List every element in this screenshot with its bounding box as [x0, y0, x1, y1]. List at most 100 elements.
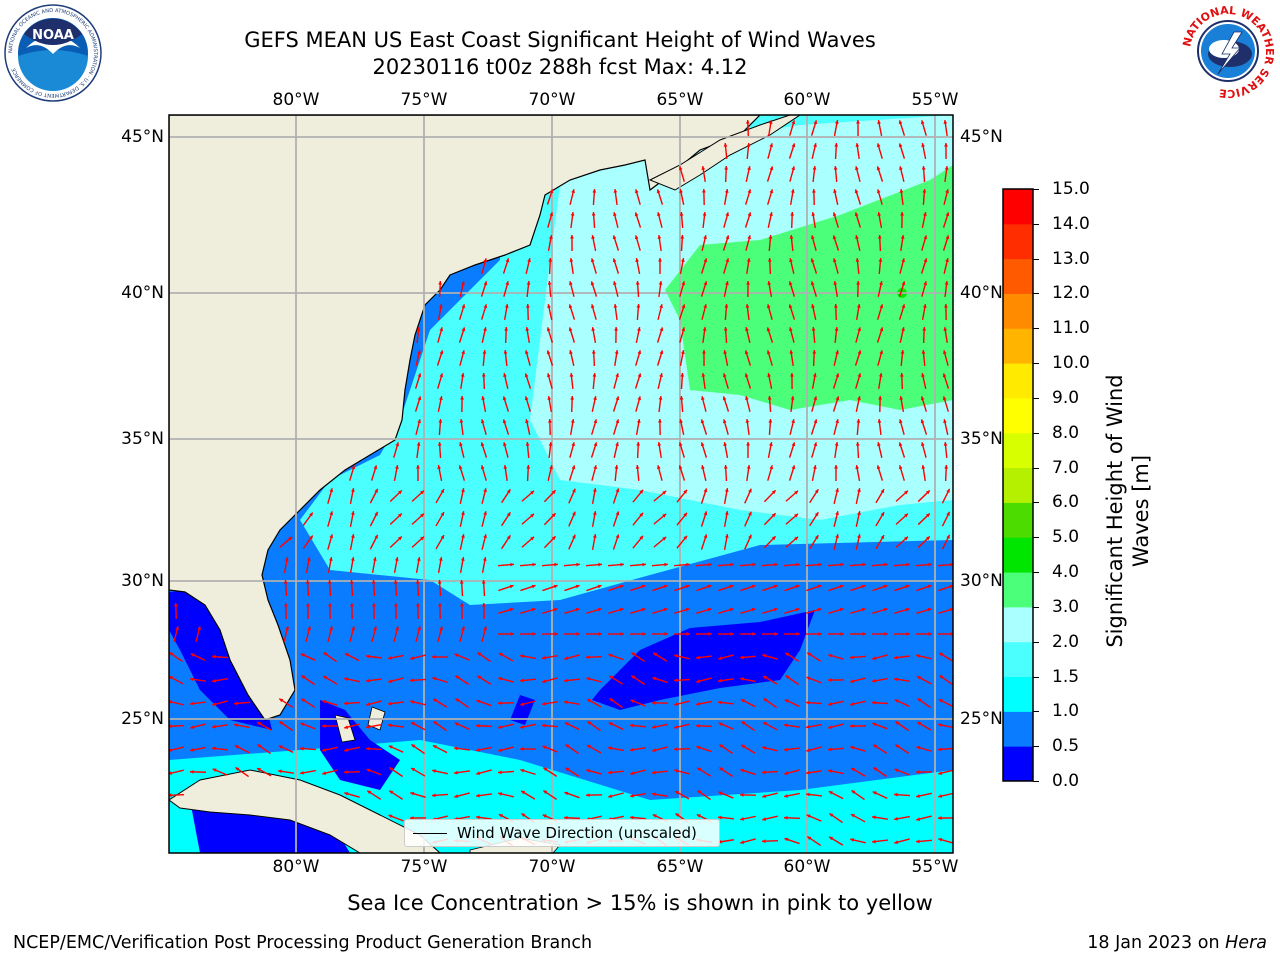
wind-wave-arrowhead — [614, 327, 618, 331]
wind-wave-arrowhead — [553, 584, 558, 589]
wind-wave-arrowhead — [791, 120, 796, 125]
wind-wave-arrowhead — [256, 768, 261, 772]
wind-wave-arrowhead — [531, 607, 536, 612]
wind-wave-arrowhead — [708, 632, 712, 636]
wind-wave-arrowhead — [659, 327, 664, 332]
wind-wave-arrowhead — [921, 166, 926, 170]
wind-wave-arrowhead — [525, 304, 530, 308]
wind-wave-arrowhead — [568, 327, 573, 332]
wind-wave-arrowhead — [944, 143, 948, 147]
wind-wave-arrowhead — [943, 327, 948, 331]
wind-wave-arrowhead — [762, 746, 767, 750]
wind-wave-arrowhead — [916, 676, 921, 680]
wind-wave-arrowhead — [190, 677, 194, 682]
wind-wave-arrowhead — [371, 580, 376, 584]
wind-wave-arrowhead — [212, 746, 216, 751]
wind-wave-arrowhead — [696, 679, 701, 683]
wind-wave-arrowhead — [740, 768, 745, 773]
wind-wave-arrowhead — [791, 143, 796, 148]
wind-wave-arrowhead — [784, 815, 788, 820]
wind-wave-arrowhead — [454, 770, 458, 775]
wind-wave-arrowhead — [921, 465, 926, 469]
wind-wave-arrowhead — [417, 626, 421, 631]
wind-wave-arrowhead — [703, 235, 707, 240]
wind-wave-arrowhead — [524, 396, 529, 401]
wind-wave-arrowhead — [235, 767, 240, 772]
wind-wave-arrowhead — [498, 725, 503, 729]
wind-wave-arrowhead — [696, 655, 700, 660]
wind-wave-arrowhead — [762, 722, 767, 726]
lat-label-left-45n: 45°N — [121, 127, 164, 147]
wind-wave-arrowhead — [810, 281, 815, 286]
wind-wave-arrowhead — [502, 396, 507, 401]
wind-wave-arrowhead — [504, 304, 509, 308]
wind-wave-arrowhead — [880, 535, 885, 540]
wind-wave-arrowhead — [923, 212, 927, 216]
wind-wave-arrowhead — [697, 790, 702, 795]
wind-wave-arrowhead — [439, 373, 444, 378]
wind-wave-arrowhead — [795, 584, 800, 589]
wind-wave-arrowhead — [855, 166, 859, 171]
wind-wave-arrowhead — [636, 304, 641, 308]
wind-wave-arrowhead — [879, 350, 884, 355]
wind-wave-arrowhead — [723, 442, 728, 446]
wind-wave-arrowhead — [817, 607, 822, 612]
wind-wave-arrowhead — [922, 189, 927, 193]
colorbar-segment — [1003, 467, 1033, 503]
wind-wave-arrowhead — [806, 724, 810, 729]
lat-label-left-35n: 35°N — [121, 429, 164, 449]
wind-wave-arrowhead — [773, 607, 778, 612]
wind-wave-arrowhead — [593, 442, 598, 447]
wind-wave-arrowhead — [374, 511, 378, 516]
graticule — [169, 115, 953, 853]
wind-wave-arrowhead — [747, 166, 751, 171]
wind-wave-arrowhead — [575, 607, 580, 612]
lon-label-top-80w: 80°W — [272, 90, 320, 110]
wind-wave-arrowhead — [410, 678, 414, 683]
wind-wave-arrowhead — [510, 562, 514, 567]
wind-wave-arrowhead — [576, 632, 580, 636]
wind-wave-arrowhead — [568, 304, 573, 309]
land-nova-scotia — [648, 115, 801, 191]
wind-wave-arrowhead — [461, 304, 466, 309]
wind-wave-arrowhead — [388, 701, 392, 706]
wind-wave-arrowhead — [898, 442, 903, 447]
wind-wave-arrowhead — [608, 794, 613, 798]
wind-wave-arrowhead — [503, 442, 507, 447]
wind-wave-arrowhead — [724, 511, 729, 515]
colorbar-tick-mark — [1033, 432, 1039, 434]
wind-wave-arrowhead — [747, 212, 752, 217]
wind-wave-arrowhead — [309, 512, 313, 517]
wind-wave-arrowhead — [817, 584, 822, 589]
wind-wave-arrowhead — [762, 839, 766, 844]
wind-wave-arrowhead — [591, 350, 596, 354]
wind-wave-arrowhead — [748, 534, 752, 539]
wind-wave-arrowhead — [652, 748, 657, 752]
wind-wave-arrowhead — [814, 512, 819, 517]
wind-wave-arrowhead — [197, 626, 201, 631]
wind-wave-arrowhead — [212, 654, 216, 659]
wind-wave-arrowhead — [619, 607, 624, 612]
wind-wave-arrowhead — [553, 607, 558, 612]
wind-wave-arrowhead — [592, 189, 597, 193]
wind-wave-arrowhead — [829, 813, 834, 818]
colorbar-tick-mark — [1033, 502, 1039, 504]
wind-wave-arrowhead — [570, 419, 575, 423]
wind-wave-arrowhead — [925, 490, 930, 495]
wind-wave-arrowhead — [459, 442, 463, 447]
wind-wave-arrowhead — [680, 373, 685, 377]
wind-wave-arrowhead — [674, 747, 678, 752]
wind-wave-arrowhead — [855, 258, 860, 262]
wind-wave-arrowhead — [834, 465, 838, 469]
wind-wave-arrowhead — [894, 677, 898, 682]
wind-wave-arrowhead — [850, 724, 854, 728]
wind-wave-arrowhead — [862, 562, 866, 567]
wind-wave-arrowhead — [946, 534, 950, 539]
wind-wave-arrowhead — [432, 655, 436, 659]
wind-wave-arrowhead — [740, 677, 744, 681]
wind-wave-arrowhead — [631, 675, 636, 680]
wind-wave-arrowhead — [740, 655, 744, 660]
colorbar-tick-label: 7.0 — [1052, 457, 1080, 478]
wind-wave-arrowhead — [498, 748, 503, 752]
wind-wave-arrowhead — [686, 562, 690, 567]
